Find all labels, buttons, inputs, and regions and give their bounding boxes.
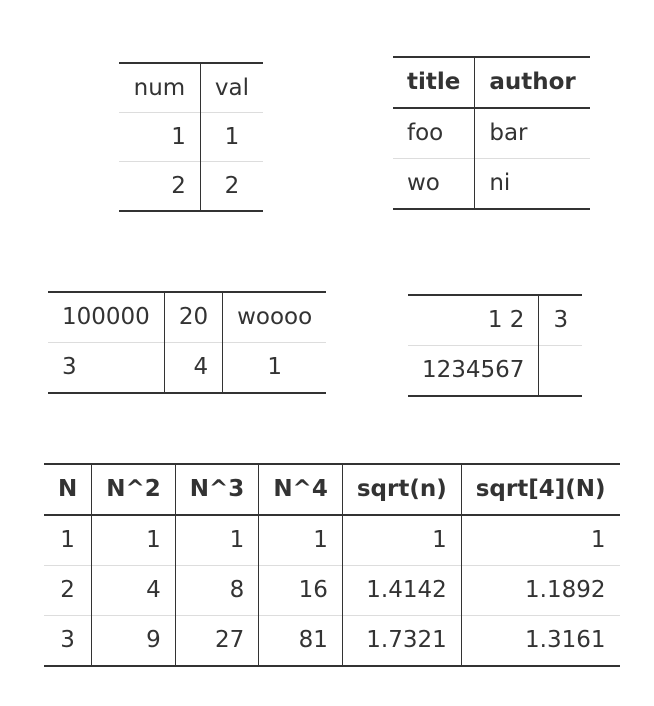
table-cell: 81: [258, 615, 343, 666]
table-cell: 1: [44, 514, 92, 566]
table-cell: 1 2: [487, 307, 525, 333]
table-cell: [538, 345, 583, 396]
table-row: 100000 20 woooo: [48, 292, 327, 343]
table-cell: 2: [44, 565, 92, 616]
table-cell: 1.3161: [460, 615, 620, 666]
table-cell: bar: [474, 107, 590, 159]
table-cell: 1.7321: [341, 615, 462, 666]
table-cell: 1: [199, 112, 263, 162]
table-cell: ni: [474, 158, 590, 209]
table-cell: 1: [460, 514, 620, 566]
column-header: sqrt(n): [341, 464, 462, 516]
title-author-table: title author foo bar wo ni: [393, 56, 590, 210]
table-cell: woooo: [222, 292, 327, 343]
table-cell: 27: [174, 615, 259, 666]
table-cell: 1.4142: [341, 565, 462, 616]
two-column-table: 1 2 3 1234567: [408, 294, 583, 397]
table-row: 3 9 27 81 1.7321 1.3161: [44, 615, 620, 666]
three-column-table: 100000 20 woooo 3 4 1: [48, 291, 327, 394]
num-val-table: num val 1 1 2 2: [119, 62, 263, 212]
column-header: N: [44, 464, 92, 516]
column-header: title: [393, 57, 475, 109]
column-header: sqrt[4](N): [460, 464, 620, 516]
table-row: 1 1: [119, 112, 263, 162]
powers-table: N N^2 N^3 N^4 sqrt(n) sqrt[4](N) 1 1 1 1…: [44, 463, 620, 667]
table-row: foo bar: [393, 107, 590, 159]
table-cell: wo: [393, 158, 475, 209]
table-cell: 100000: [62, 304, 150, 330]
table-cell: 1: [222, 342, 327, 393]
table-row: 2 4 8 16 1.4142 1.1892: [44, 565, 620, 616]
table-cell: foo: [393, 107, 475, 159]
table-cell: 1: [119, 112, 201, 162]
table-cell: 3: [48, 342, 165, 393]
table-header-row: N N^2 N^3 N^4 sqrt(n) sqrt[4](N): [44, 464, 620, 516]
table-cell: 1: [174, 514, 259, 566]
table-cell: 8: [174, 565, 259, 616]
table-cell: 1234567: [408, 345, 539, 396]
table-header-row: title author: [393, 57, 590, 109]
table-row: 1234567: [408, 345, 583, 396]
column-header: author: [474, 57, 590, 109]
table-cell: 9: [91, 615, 176, 666]
table-cell: 1: [258, 514, 343, 566]
table-cell: 1: [91, 514, 176, 566]
table-cell: 1.1892: [460, 565, 620, 616]
table-cell: 3: [44, 615, 92, 666]
table-cell: 4: [91, 565, 176, 616]
column-header: num: [133, 74, 186, 101]
table-row: 1 1 1 1 1 1: [44, 514, 620, 566]
table-cell: 20: [163, 292, 223, 343]
table-cell: 16: [258, 565, 343, 616]
table-cell: 2: [119, 161, 201, 211]
column-header: N^4: [258, 464, 343, 516]
table-cell: 3: [538, 295, 583, 346]
table-row: 2 2: [119, 161, 263, 211]
table-cell: 4: [163, 342, 223, 393]
table-header-row: num val: [119, 63, 263, 113]
column-header: N^2: [91, 464, 176, 516]
table-row: 3 4 1: [48, 342, 327, 393]
table-row: 1 2 3: [408, 295, 583, 346]
column-header: val: [199, 63, 263, 113]
column-header: N^3: [174, 464, 259, 516]
table-row: wo ni: [393, 158, 590, 209]
table-cell: 2: [199, 161, 263, 211]
table-cell: 1: [341, 514, 462, 566]
